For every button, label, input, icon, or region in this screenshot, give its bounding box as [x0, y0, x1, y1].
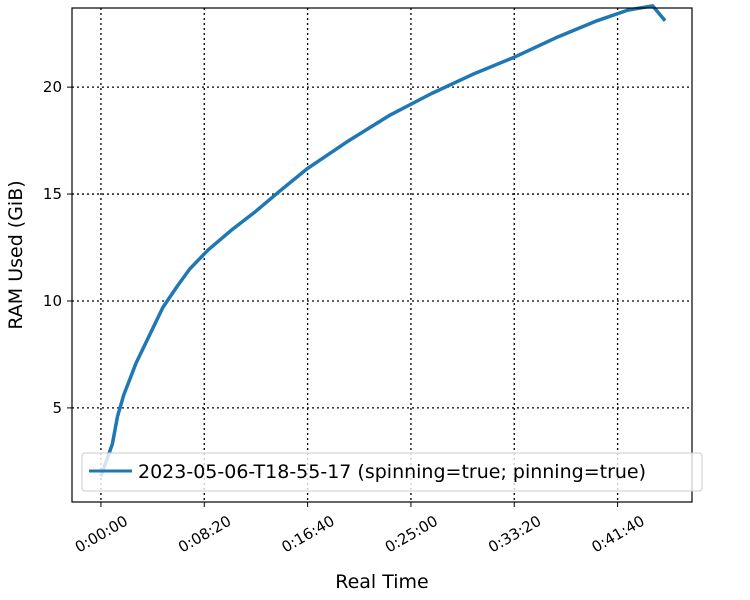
y-tick-label: 10	[43, 292, 62, 310]
x-tick-label: 0:41:40	[589, 512, 648, 557]
plot-frame	[71, 7, 693, 503]
x-tick-label: 0:08:20	[175, 512, 234, 557]
y-axis-title: RAM Used (GiB)	[5, 180, 27, 329]
series-layer	[99, 4, 667, 477]
x-tick-label: 0:16:40	[279, 512, 338, 557]
y-tick-label: 15	[43, 185, 62, 203]
grid-lines	[72, 8, 692, 502]
x-tick-label: 0:25:00	[382, 512, 441, 557]
legend: 2023-05-06-T18-55-17 (spinning=true; pin…	[81, 452, 703, 492]
series-line	[99, 4, 667, 477]
x-tick-label: 0:33:20	[485, 512, 544, 557]
x-axis-ticks: 0:00:00 0:08:20 0:16:40 0:25:00 0:33:20 0:41:…	[72, 502, 648, 556]
legend-box	[81, 452, 703, 492]
x-axis-title: Real Time	[335, 571, 429, 593]
y-tick-label: 5	[52, 399, 62, 417]
y-axis-ticks: 5 10 15 20	[43, 78, 72, 417]
x-tick-label: 0:00:00	[72, 512, 131, 557]
y-tick-label: 20	[43, 78, 62, 96]
legend-label: 2023-05-06-T18-55-17 (spinning=true; pin…	[138, 461, 646, 483]
